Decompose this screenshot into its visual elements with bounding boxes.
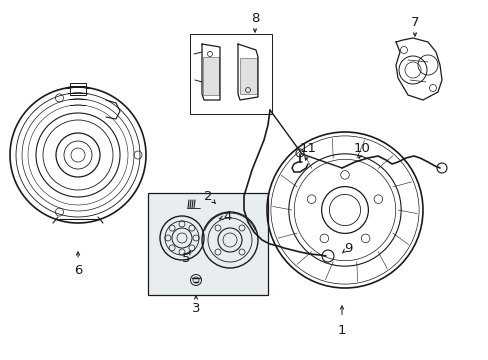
Bar	[70, 83, 86, 95]
Bar	[240, 58, 257, 94]
Text: 8: 8	[250, 12, 259, 24]
Bar	[190, 34, 271, 114]
Text: 6: 6	[74, 264, 82, 276]
Text: 5: 5	[182, 252, 190, 265]
Bar	[203, 57, 219, 95]
Text: 11: 11	[299, 141, 316, 154]
Text: 1: 1	[337, 324, 346, 337]
Text: 4: 4	[224, 210, 232, 222]
Text: 3: 3	[191, 302, 200, 315]
Bar	[148, 193, 267, 295]
Text: 10: 10	[353, 141, 370, 154]
Text: 2: 2	[203, 189, 212, 202]
Text: 7: 7	[410, 15, 418, 28]
Text: 9: 9	[343, 242, 351, 255]
